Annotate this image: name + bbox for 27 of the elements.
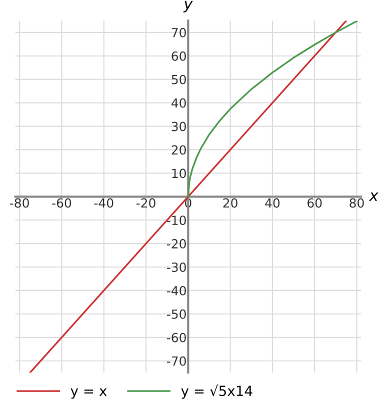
legend-label: y = √5x14 — [181, 384, 252, 399]
y-tick-label: 30 — [172, 122, 186, 132]
line-series — [187, 20, 358, 198]
legend-label: y = x — [70, 388, 107, 399]
y-tick-label: 70 — [172, 28, 186, 38]
x-tick-label: -80 — [10, 198, 29, 208]
x-tick-label: -40 — [94, 198, 114, 208]
x-tick-label: -60 — [52, 198, 72, 208]
y-tick-label: 60 — [172, 51, 186, 61]
x-tick-label: 60 — [308, 198, 322, 208]
y-tick-label: -30 — [166, 262, 186, 272]
x-tick-label: 40 — [265, 198, 280, 208]
x-axis-title: x — [368, 192, 378, 201]
y-tick-label: -50 — [166, 309, 186, 319]
y-tick-label: -40 — [166, 286, 186, 296]
x-tick-label: -20 — [136, 198, 156, 208]
y-tick-label: -70 — [166, 356, 186, 366]
y-axis-title: y — [183, 0, 193, 12]
y-tick-label: 10 — [172, 168, 186, 178]
x-tick-label: 20 — [223, 198, 238, 208]
x-tick-label: 80 — [350, 198, 364, 208]
y-tick-label: -10 — [166, 216, 186, 226]
y-tick-label: 20 — [172, 145, 186, 155]
y-tick-label: -60 — [166, 332, 186, 342]
y-tick-label: 50 — [172, 74, 186, 84]
y-tick-label: 40 — [171, 98, 186, 108]
y-tick-label: -20 — [166, 239, 186, 248]
